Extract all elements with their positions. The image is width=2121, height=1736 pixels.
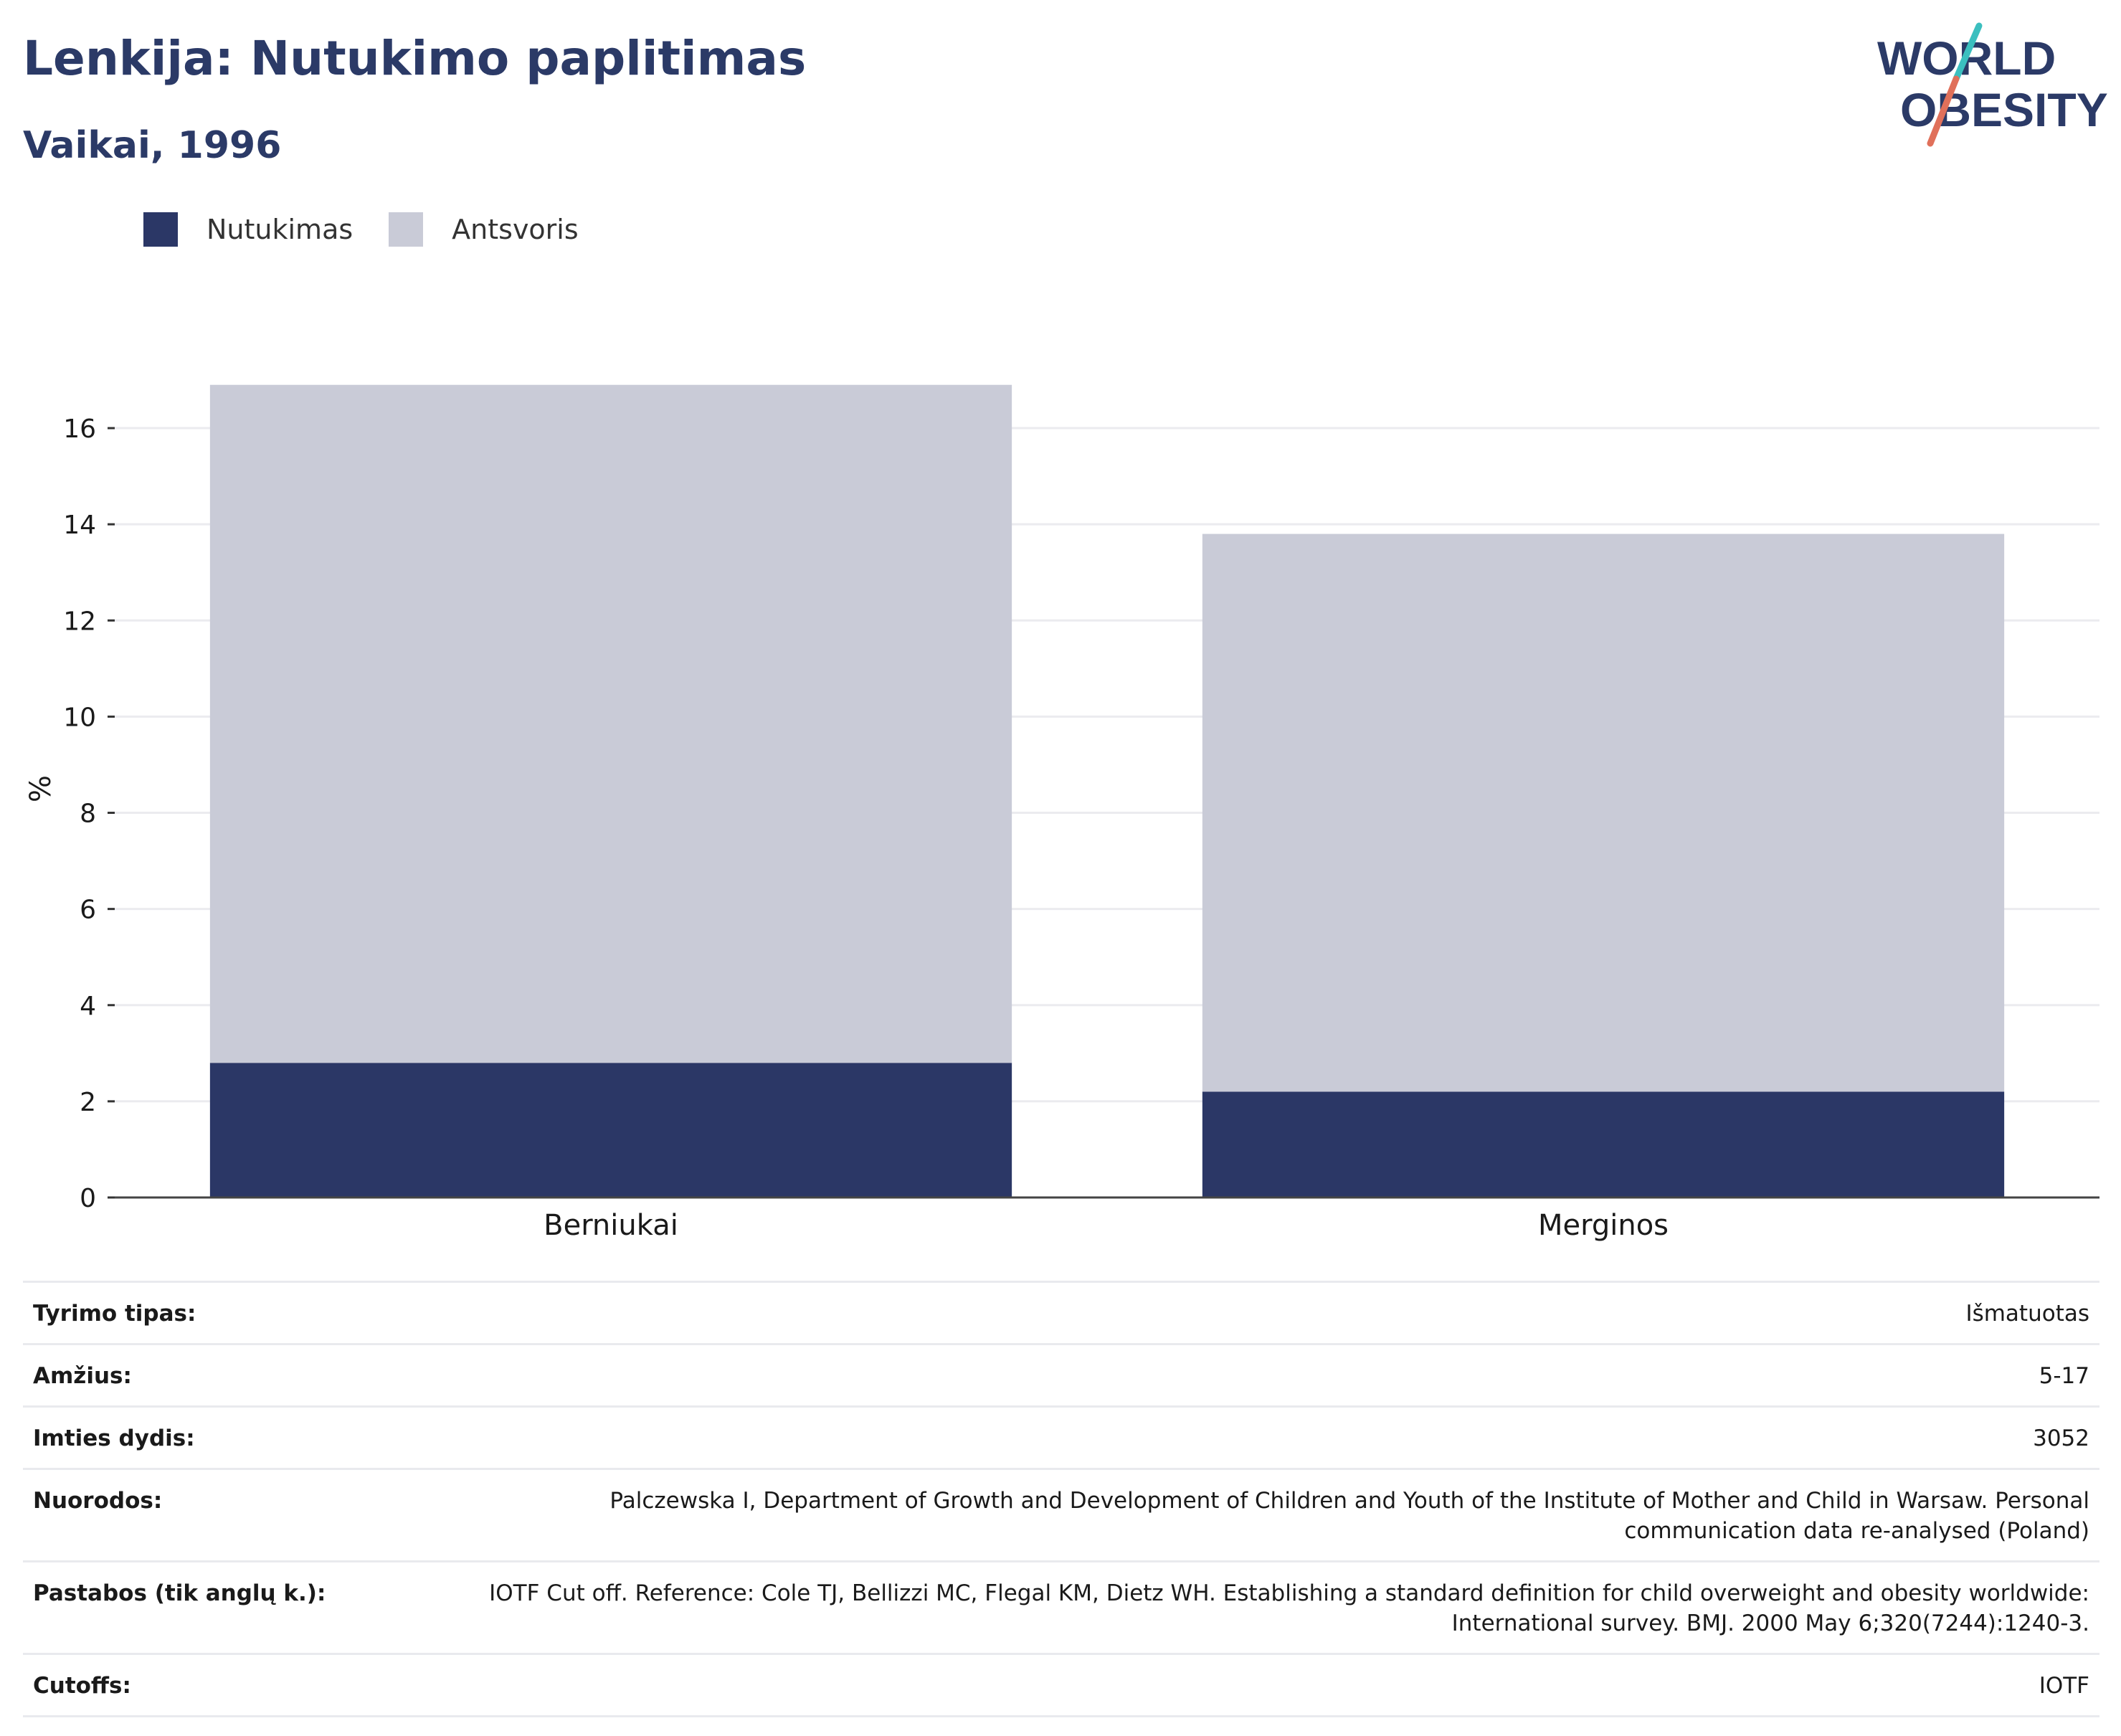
info-row-references: Nuorodos: Palczewska I, Department of Gr… — [23, 1469, 2099, 1562]
info-row-notes: Pastabos (tik anglų k.): IOTF Cut off. R… — [23, 1561, 2099, 1654]
info-value: Išmatuotas — [1965, 1301, 2089, 1327]
legend-item-overweight[interactable]: Antsvoris — [389, 212, 579, 247]
info-row-age: Amžius: 5-17 — [23, 1344, 2099, 1407]
study-info-table: Tyrimo tipas: Išmatuotas Amžius: 5-17 Im… — [23, 1281, 2099, 1717]
logo-line-2: OBESITY — [1900, 83, 2108, 136]
info-key: Nuorodos: — [33, 1488, 163, 1514]
bar-obesity-0 — [209, 1063, 1012, 1197]
legend-swatch-overweight — [389, 212, 424, 247]
y-axis-label: % — [24, 775, 57, 802]
info-key: Cutoffs: — [33, 1673, 131, 1699]
bar-chart: 0 2 4 6 8 10 12 14 16% Berniukai Merginos — [24, 384, 2099, 1242]
info-value: 3052 — [2033, 1426, 2089, 1451]
world-obesity-logo: WORLD OBESITY — [1877, 22, 2108, 147]
info-row-cutoffs: Cutoffs: IOTF — [23, 1654, 2099, 1717]
logo-slash-top — [1952, 22, 1983, 82]
legend-item-obesity[interactable]: Nutukimas — [143, 212, 353, 247]
page-subtitle: Vaikai, 1996 — [23, 124, 282, 167]
y-tick-label: 2 — [80, 1088, 96, 1117]
legend-label-obesity: Nutukimas — [207, 214, 354, 245]
x-tick-label: Merginos — [1538, 1209, 1669, 1242]
y-tick-label: 10 — [63, 703, 96, 732]
chart-legend: Nutukimas Antsvoris — [143, 212, 615, 247]
info-key: Amžius: — [33, 1363, 132, 1389]
info-value: IOTF Cut off. Reference: Cole TJ, Belliz… — [489, 1580, 2089, 1636]
info-value: Palczewska I, Department of Growth and D… — [609, 1488, 2089, 1544]
y-tick-label: 16 — [63, 414, 96, 444]
y-tick-label: 0 — [80, 1184, 96, 1213]
y-tick-label: 6 — [80, 896, 96, 925]
y-tick-label: 12 — [63, 607, 96, 636]
bar-obesity-1 — [1202, 1091, 2005, 1197]
info-key: Imties dydis: — [33, 1426, 195, 1451]
legend-swatch-obesity — [143, 212, 178, 247]
y-tick-label: 8 — [80, 800, 96, 829]
info-row-study-type: Tyrimo tipas: Išmatuotas — [23, 1281, 2099, 1344]
info-key: Tyrimo tipas: — [33, 1301, 196, 1327]
y-tick-label: 14 — [63, 511, 96, 540]
bar-overweight-0 — [209, 384, 1012, 1063]
info-value: 5-17 — [2039, 1363, 2089, 1389]
info-row-sample-size: Imties dydis: 3052 — [23, 1406, 2099, 1469]
logo-slash-bottom — [1927, 75, 1960, 147]
legend-label-overweight: Antsvoris — [452, 214, 579, 245]
x-tick-label: Berniukai — [544, 1209, 678, 1242]
page-title: Lenkija: Nutukimo paplitimas — [23, 31, 807, 86]
y-tick-label: 4 — [80, 992, 96, 1021]
info-value: IOTF — [2039, 1673, 2089, 1699]
info-key: Pastabos (tik anglų k.): — [33, 1580, 326, 1606]
bar-overweight-1 — [1202, 533, 2005, 1092]
